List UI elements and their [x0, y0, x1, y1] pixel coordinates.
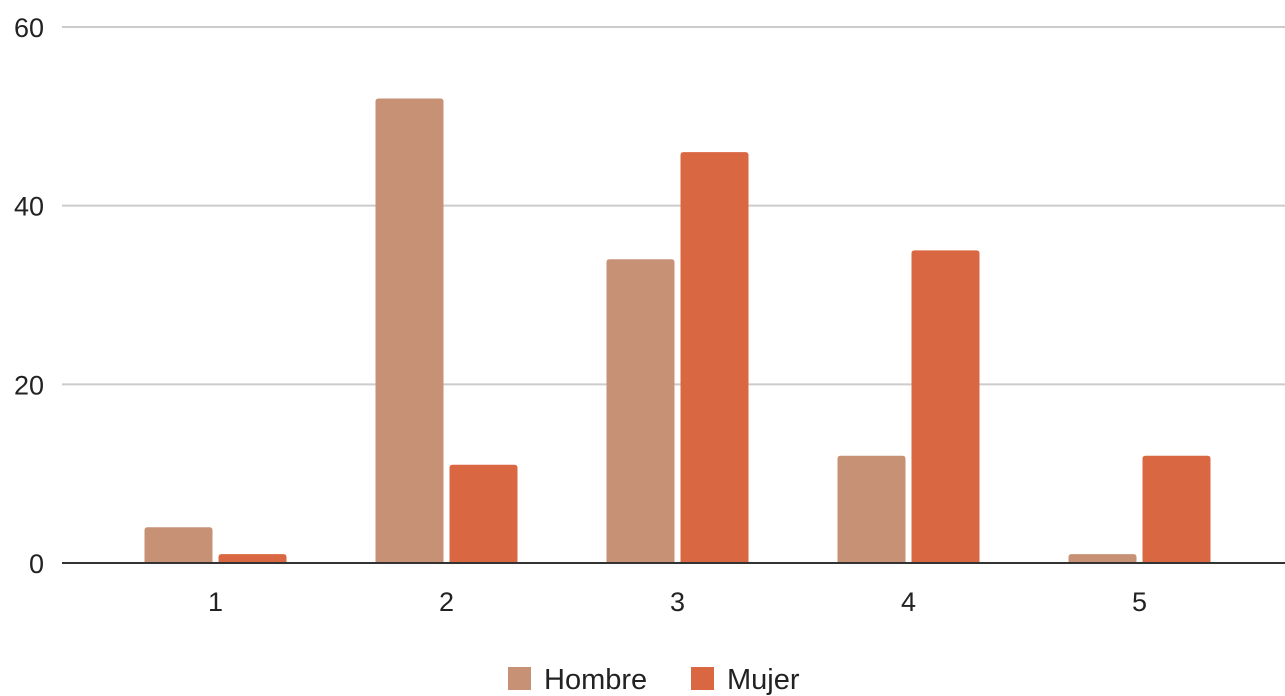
bar-hombre-2 — [375, 98, 444, 563]
legend-label-mujer: Mujer — [727, 664, 800, 696]
legend-swatch-hombre — [508, 667, 531, 690]
y-tick-label-0: 0 — [29, 549, 44, 579]
bar-mujer-1 — [218, 554, 287, 563]
legend-swatch-mujer — [691, 667, 714, 690]
legend-item-hombre: Hombre — [508, 664, 647, 696]
x-tick-label-5: 5 — [1132, 587, 1147, 617]
x-tick-label-2: 2 — [439, 587, 454, 617]
bar-hombre-1 — [144, 527, 213, 563]
bars — [144, 98, 1211, 564]
legend: Hombre Mujer — [508, 664, 800, 696]
y-tick-label-40: 40 — [14, 192, 44, 222]
x-tick-label-4: 4 — [901, 587, 916, 617]
bar-mujer-2 — [449, 464, 518, 563]
bar-mujer-3 — [680, 152, 749, 564]
x-tick-label-1: 1 — [208, 587, 223, 617]
y-tick-label-20: 20 — [14, 370, 44, 400]
bar-hombre-4 — [837, 455, 906, 563]
legend-label-hombre: Hombre — [544, 664, 647, 696]
bar-mujer-4 — [911, 250, 980, 564]
y-tick-label-60: 60 — [14, 13, 44, 43]
bar-mujer-5 — [1142, 455, 1211, 563]
x-tick-label-3: 3 — [670, 587, 685, 617]
y-axis-tick-labels: 0 20 40 60 — [14, 13, 44, 579]
bar-hombre-5 — [1068, 554, 1137, 563]
legend-item-mujer: Mujer — [691, 664, 800, 696]
x-axis-tick-labels: 1 2 3 4 5 — [208, 587, 1147, 617]
bar-hombre-3 — [606, 259, 675, 563]
